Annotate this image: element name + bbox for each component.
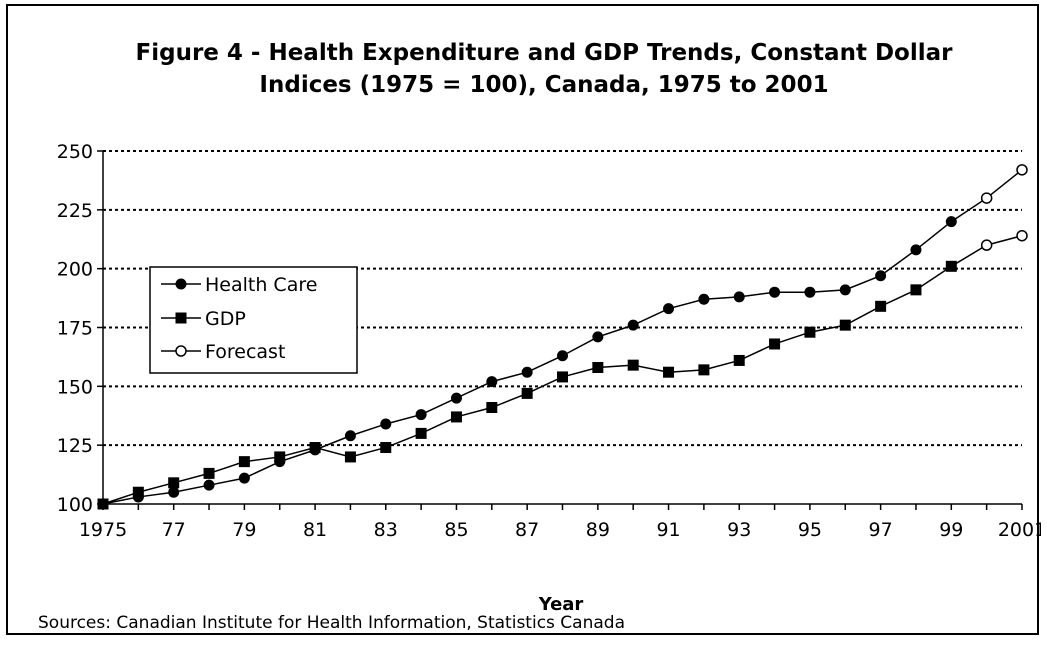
gdp-point-1997: [875, 300, 887, 312]
gdp-point-1992: [698, 364, 710, 376]
gdp-point-1982: [344, 451, 356, 463]
health-care-point-1991: [663, 303, 675, 315]
health-care-point-1990: [627, 319, 639, 331]
health-care-point-1997: [875, 270, 887, 282]
health-care-point-1984: [415, 409, 427, 421]
x-tick-label-1993: 93: [727, 519, 751, 541]
legend-forecast-label: Forecast: [205, 341, 285, 363]
chart-svg: Figure 4 - Health Expenditure and GDP Tr…: [38, 40, 1041, 633]
gdp-point-1995: [804, 326, 816, 338]
chart-title-line-1: Figure 4 - Health Expenditure and GDP Tr…: [136, 40, 954, 66]
legend-forecast-marker: [175, 345, 187, 357]
x-tick-label-1995: 95: [798, 519, 822, 541]
health-care-point-1977: [168, 486, 180, 498]
health-care-point-1989: [592, 331, 604, 343]
health-care-point-1996: [839, 284, 851, 296]
x-tick-label-1983: 83: [374, 519, 398, 541]
x-tick-label-1999: 99: [939, 519, 963, 541]
health-care-point-1983: [380, 418, 392, 430]
x-tick-label-1981: 81: [303, 519, 327, 541]
x-tick-label-1997: 97: [869, 519, 893, 541]
gdp-point-1986: [486, 402, 498, 414]
gdp-point-1980: [274, 451, 286, 463]
gdp-point-1990: [627, 359, 639, 371]
legend-health-care-marker: [175, 278, 187, 290]
health-care-point-1985: [450, 392, 462, 404]
y-tick-label-125: 125: [57, 435, 93, 457]
chart-frame: Figure 4 - Health Expenditure and GDP Tr…: [6, 4, 1041, 635]
health-care-point-1992: [698, 293, 710, 305]
gdp-point-1981: [309, 442, 321, 454]
gdp-point-1998: [910, 284, 922, 296]
health-care-point-1978: [203, 479, 215, 491]
y-tick-label-175: 175: [57, 318, 93, 340]
gdp-point-1993: [733, 354, 745, 366]
legend-gdp-marker: [175, 312, 187, 324]
x-tick-label-1987: 87: [515, 519, 539, 541]
x-tick-label-1977: 77: [162, 519, 186, 541]
gdp-point-1994: [769, 338, 781, 350]
gdp-point-1976: [132, 486, 144, 498]
series-layer: [97, 164, 1028, 510]
x-tick-label-1985: 85: [444, 519, 468, 541]
y-tick-label-250: 250: [57, 141, 93, 163]
health-care-point-1995: [804, 286, 816, 298]
gdp-point-1989: [592, 362, 604, 374]
legend: Health Care GDP Forecast: [149, 266, 358, 374]
health-care-point-1998: [910, 244, 922, 256]
gdp-point-1991: [663, 366, 675, 378]
gdp-point-1978: [203, 467, 215, 479]
x-tick-label-1989: 89: [586, 519, 610, 541]
forecast-gdp-point-2000: [980, 239, 993, 251]
health-care-point-1993: [733, 291, 745, 303]
gdp-point-1996: [839, 319, 851, 331]
forecast-health-care-point-2000: [980, 192, 993, 204]
legend-health-care-label: Health Care: [205, 274, 317, 296]
gdp-point-1987: [521, 387, 533, 399]
chart-title-line-2: Indices (1975 = 100), Canada, 1975 to 20…: [259, 72, 828, 98]
gdp-point-1988: [557, 371, 568, 383]
y-tick-label-225: 225: [57, 200, 93, 222]
y-tick-label-150: 150: [57, 376, 93, 398]
gdp-point-1977: [168, 477, 180, 489]
health-care-point-1982: [344, 430, 356, 442]
y-tick-label-100: 100: [57, 494, 93, 516]
forecast-health-care-point-2001: [1016, 164, 1028, 176]
legend-gdp-label: GDP: [205, 308, 246, 330]
health-care-point-1988: [557, 350, 568, 362]
health-care-point-1987: [521, 366, 533, 378]
health-care-point-1986: [486, 376, 498, 388]
y-tick-label-200: 200: [57, 259, 93, 281]
source-note: Sources: Canadian Institute for Health I…: [38, 613, 625, 633]
gdp-point-1999: [945, 260, 957, 272]
gdp-point-1984: [415, 427, 427, 439]
x-tick-label-1979: 79: [232, 519, 256, 541]
gdp-point-1975: [97, 498, 109, 510]
axis-layer: 100 125 150 175 200 225 250 1975 77 79 81 83 85 87 89 9…: [57, 141, 1041, 541]
gdp-point-1979: [238, 456, 250, 468]
x-axis-title: Year: [538, 594, 584, 615]
x-tick-label-1991: 91: [656, 519, 680, 541]
health-care-point-1979: [238, 472, 250, 484]
gdp-point-1985: [450, 411, 462, 423]
x-tick-label-2001: 2001: [998, 519, 1041, 541]
health-care-point-1994: [769, 286, 781, 298]
gdp-point-1983: [380, 442, 392, 454]
forecast-gdp-point-2001: [1016, 229, 1028, 242]
x-tick-label-1975: 1975: [79, 519, 127, 541]
